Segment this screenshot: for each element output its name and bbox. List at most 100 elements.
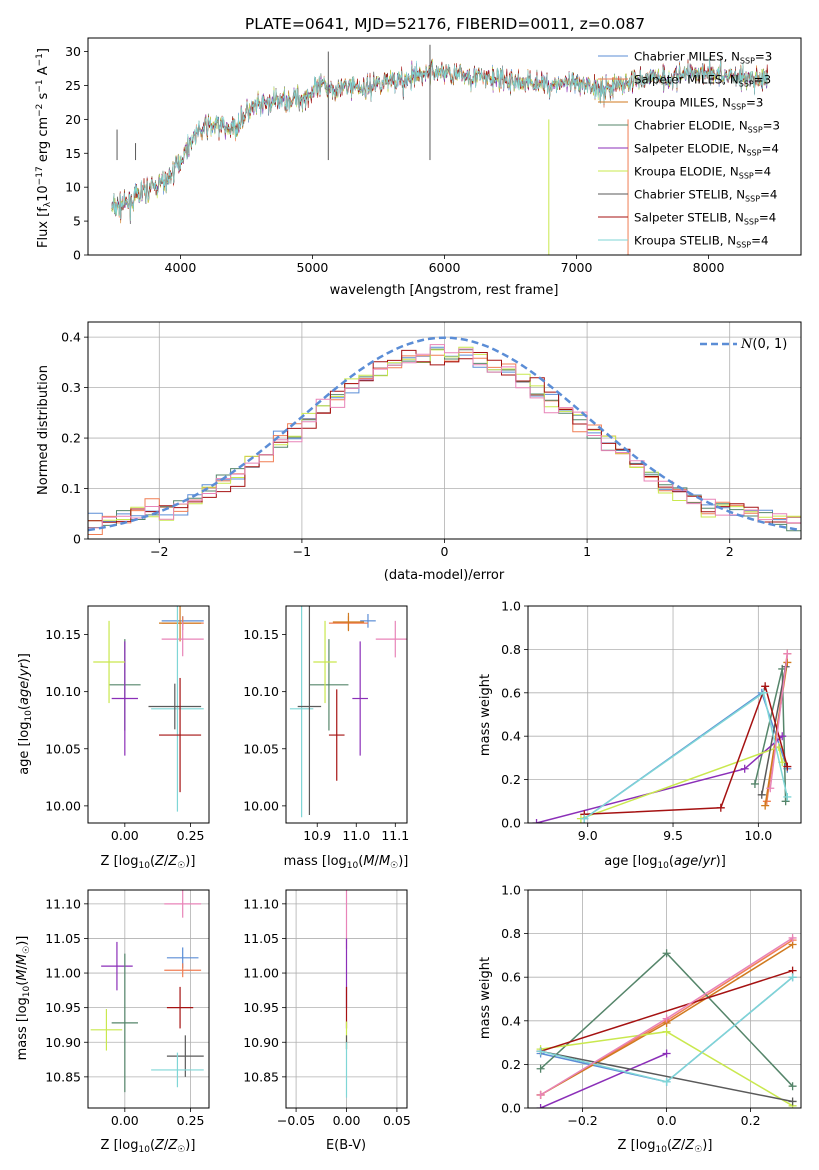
- weight-point-marker: [761, 682, 770, 691]
- weight-point-marker: [536, 1090, 545, 1099]
- legend-name: Kroupa ELODIE, N: [634, 165, 739, 179]
- y-tick-label: 0.8: [501, 926, 521, 941]
- age-vs-z-xlabel: Z [log10(Z/Z☉)]: [101, 854, 196, 871]
- y-tick-label: 10.00: [243, 798, 279, 813]
- residuals-legend: N(0, 1): [700, 337, 787, 352]
- x-tick-label: 7000: [561, 260, 593, 275]
- legend-label: Chabrier ELODIE, NSSP=3: [634, 119, 780, 135]
- residuals-xlabel: (data-model)/error: [384, 568, 505, 583]
- y-tick-label: 0.6: [501, 970, 521, 985]
- legend-count: =3: [763, 119, 780, 133]
- y-tick-label: 0.1: [61, 481, 81, 496]
- spectrum-line-kroupa-stelib: [111, 57, 768, 221]
- weight-point-marker: [740, 764, 749, 773]
- y-tick-label: 0.4: [61, 330, 81, 345]
- x-tick-label: 9.5: [663, 828, 683, 843]
- weight-vs-age-xlabel: age [log10(age/yr)]: [604, 854, 726, 871]
- legend-sub: SSP: [731, 103, 746, 112]
- legend-label: Salpeter ELODIE, NSSP=4: [634, 142, 779, 158]
- x-tick-label: 0: [441, 544, 449, 559]
- y-tick-label: 0.2: [501, 1057, 521, 1072]
- y-tick-label: 0.4: [501, 1013, 521, 1028]
- legend-label: Chabrier MILES, NSSP=3: [634, 50, 772, 66]
- legend-sub: SSP: [736, 241, 751, 250]
- x-tick-label: 10.0: [744, 828, 772, 843]
- weight-point-marker: [532, 819, 541, 823]
- y-tick-label: 0.0: [501, 1101, 521, 1116]
- spectrum-panel: 4000 5000 6000 7000 8000 0 5 10 15 20 25 30: [65, 37, 802, 275]
- weight-point-marker: [662, 949, 671, 958]
- weight-series-line: [540, 969, 793, 1053]
- y-tick-label: 10.10: [45, 684, 81, 699]
- y-tick-label: 0: [73, 532, 81, 547]
- weight-point-marker: [662, 1077, 671, 1086]
- x-tick-label: 6000: [429, 260, 461, 275]
- weight-vs-z-panel: −0.2 0.0 0.2 0.0 0.2 0.4 0.6 0.8 1.0: [501, 883, 802, 1128]
- y-tick-label: 10.90: [243, 1035, 279, 1050]
- weight-series-line: [769, 653, 789, 789]
- weight-point-marker: [716, 803, 725, 812]
- legend-name: Salpeter MILES, N: [634, 73, 739, 87]
- y-tick-label: 10: [65, 180, 81, 195]
- y-tick-label: 10.85: [243, 1069, 279, 1084]
- x-tick-label: −1: [293, 544, 311, 559]
- y-tick-label: 0.6: [501, 685, 521, 700]
- legend-name: Kroupa MILES, N: [634, 96, 731, 110]
- age-vs-z-ylabel: age [log10(age/yr)]: [17, 653, 34, 775]
- residuals-panel: −2 −1 0 1 2 0 0.1 0.2 0.3 0.4: [61, 321, 802, 559]
- weight-point-marker: [580, 814, 589, 823]
- y-tick-label: 0.2: [501, 772, 521, 787]
- weight-vs-age-panel: 9.0 9.5 10.0 0.0 0.2 0.4 0.6 0.8 1.0: [501, 599, 802, 843]
- mass-vs-z-panel: 0.00 0.25 10.85 10.90 10.95 11.00 11.05 11.10: [45, 889, 210, 1128]
- x-tick-label: 10.9: [303, 828, 331, 843]
- weight-point-marker: [783, 792, 792, 801]
- x-tick-label: −2: [150, 544, 168, 559]
- y-tick-label: 10.95: [243, 1000, 279, 1015]
- plot-area: [111, 44, 769, 255]
- histogram-step: [88, 344, 801, 529]
- weight-vs-z-xlabel: Z [log10(Z/Z☉)]: [618, 1138, 713, 1155]
- legend-name: Salpeter ELODIE, N: [634, 142, 746, 156]
- weight-point-marker: [761, 801, 770, 810]
- y-tick-label: 10.00: [45, 798, 81, 813]
- x-tick-label: 0.05: [383, 1113, 411, 1128]
- legend-count: =4: [759, 211, 776, 225]
- axes-frame: [527, 605, 802, 824]
- y-tick-label: 11.05: [243, 931, 279, 946]
- y-tick-label: 10.05: [45, 741, 81, 756]
- weight-series-line: [540, 1050, 793, 1103]
- legend-count: =4: [761, 142, 778, 156]
- spectrum-ylabel: Flux [fλ10−17 erg cm−2 s−1 A−1]: [35, 48, 53, 248]
- weight-point-marker: [662, 1027, 671, 1036]
- legend-label: Kroupa MILES, NSSP=3: [634, 96, 763, 112]
- legend-count: =3: [755, 50, 772, 64]
- legend-name: Salpeter STELIB, N: [634, 211, 744, 225]
- mass-vs-z-xlabel: Z [log10(Z/Z☉)]: [101, 1138, 196, 1155]
- plot-area: [90, 890, 204, 1093]
- y-tick-label: 0.4: [501, 729, 521, 744]
- legend-name: Chabrier MILES, N: [634, 50, 740, 64]
- y-tick-label: 11.05: [45, 931, 81, 946]
- age-vs-z-panel: 0.00 0.25 10.00 10.05 10.10 10.15: [45, 605, 210, 843]
- legend-count: =3: [746, 96, 763, 110]
- legend-sub: SSP: [748, 126, 763, 135]
- spectrum-xlabel: wavelength [Angstrom, rest frame]: [330, 283, 559, 298]
- legend-label: Salpeter MILES, NSSP=3: [634, 73, 771, 89]
- y-tick-label: 0.2: [61, 431, 81, 446]
- figure-title: PLATE=0641, MJD=52176, FIBERID=0011, z=0…: [245, 15, 645, 33]
- weight-point-marker: [750, 779, 759, 788]
- legend-label: Kroupa ELODIE, NSSP=4: [634, 165, 771, 181]
- legend-sub: SSP: [739, 80, 754, 89]
- gaussian-curve: [88, 336, 801, 532]
- y-tick-label: 10.85: [45, 1069, 81, 1084]
- legend-sub: SSP: [745, 195, 760, 204]
- plot-area: [289, 606, 407, 818]
- y-tick-label: 10.15: [243, 627, 279, 642]
- weight-point-marker: [536, 1064, 545, 1073]
- weight-vs-z-ylabel: mass weight: [478, 957, 493, 1039]
- mass-vs-ebv-xlabel: E(B-V): [326, 1138, 366, 1153]
- y-tick-label: 0.3: [61, 380, 81, 395]
- legend-sub: SSP: [746, 149, 761, 158]
- weight-point-marker: [788, 1097, 797, 1106]
